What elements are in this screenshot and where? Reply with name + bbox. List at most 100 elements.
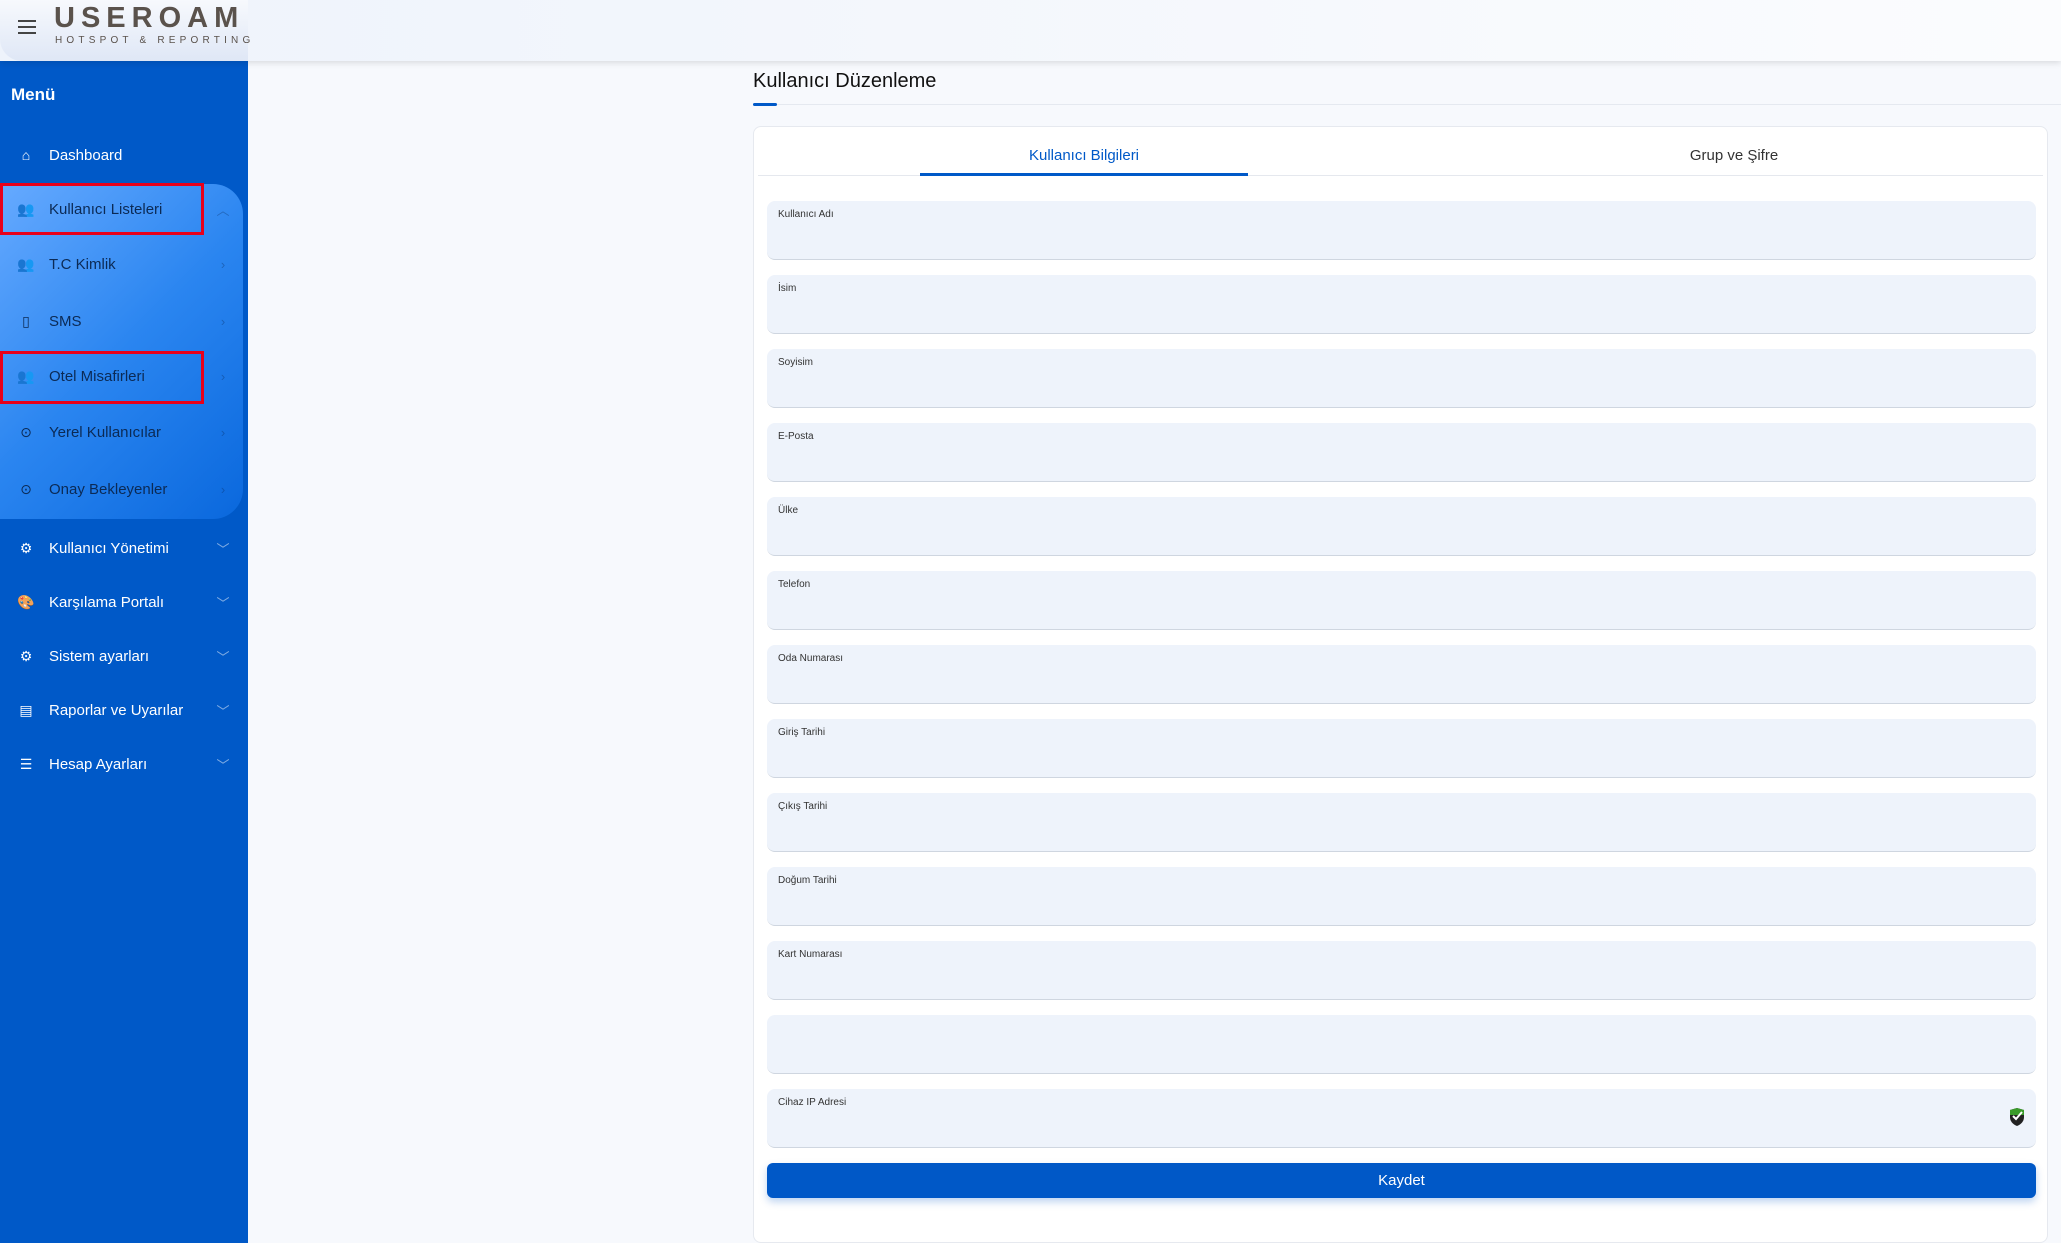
chevron-up-icon: ︿ [216,202,230,218]
title-accent [753,103,777,106]
field-input[interactable] [778,523,1978,547]
sidebar-item-label: Sistem ayarları [49,647,150,665]
chevron-down-icon: ﹀ [216,541,230,557]
chevron-right-icon: › [220,424,226,440]
field-label: Oda Numarası [778,653,844,664]
field-input[interactable] [778,375,1978,399]
form-field: Kullanıcı Adı [767,201,2036,260]
submenu-item-yerel-kullanicilar[interactable]: ⊙ Yerel Kullanıcılar › [0,412,240,452]
field-input[interactable] [778,1041,1978,1065]
divider [753,104,2061,105]
sidebar-item-label: Kullanıcı Listeleri [49,200,163,218]
verified-shield-icon [2010,1108,2024,1126]
network-icon: ☰ [19,755,33,772]
form-field: Doğum Tarihi [767,867,2036,926]
logo-subtitle: HOTSPOT & REPORTING [55,35,255,46]
form-field: Giriş Tarihi [767,719,2036,778]
users-icon: 👥 [17,200,35,217]
form-field: Kart Numarası [767,941,2036,1000]
sidebar-item-label: Dashboard [49,146,123,164]
field-label: Soyisim [778,357,814,368]
chevron-down-icon: ﹀ [216,757,230,773]
logo: USEROAM [54,2,245,34]
field-label: Cihaz IP Adresi [778,1097,847,1108]
submenu-item-otel-misafirleri[interactable]: 👥 Otel Misafirleri › [0,356,240,396]
form-field: İsim [767,275,2036,334]
form-field: Telefon [767,571,2036,630]
field-label: Kullanıcı Adı [778,209,834,220]
field-input[interactable] [778,449,1978,473]
field-input[interactable] [778,893,1978,917]
hamburger-menu-icon[interactable] [18,20,36,34]
submenu-item-sms[interactable]: ▯ SMS › [0,301,240,341]
sidebar-item-label: Otel Misafirleri [49,367,145,385]
sidebar-item-label: Yerel Kullanıcılar [49,423,162,441]
field-input[interactable] [778,301,1978,325]
field-input[interactable] [778,597,1978,621]
sidebar-item-label: Onay Bekleyenler [49,480,168,498]
sidebar-item-label: Raporlar ve Uyarılar [49,701,184,719]
form-field [767,1015,2036,1074]
chevron-right-icon: › [220,313,226,329]
sidebar-item-label: Kullanıcı Yönetimi [49,539,169,557]
save-button[interactable]: Kaydet [767,1163,2036,1198]
chevron-right-icon: › [220,368,226,384]
form-field: Çıkış Tarihi [767,793,2036,852]
field-input[interactable] [778,967,1978,991]
sidebar-item-label: Hesap Ayarları [49,755,148,773]
logo-area: USEROAM HOTSPOT & REPORTING [0,0,250,61]
field-label: Doğum Tarihi [778,875,837,886]
sidebar-item-karsilama-portali[interactable]: 🎨 Karşılama Portalı ﹀ [0,582,240,622]
chevron-down-icon: ﹀ [216,649,230,665]
sidebar-item-sistem-ayarlari[interactable]: ⚙ Sistem ayarları ﹀ [0,636,240,676]
chevron-right-icon: › [220,256,226,272]
report-icon: ▤ [19,701,33,718]
field-label: Ülke [778,505,799,516]
sidebar-item-label: T.C Kimlik [49,255,116,273]
field-input[interactable] [778,227,1978,251]
sidebar-item-raporlar[interactable]: ▤ Raporlar ve Uyarılar ﹀ [0,690,240,730]
users-icon: 👥 [17,367,35,384]
form-field: Oda Numarası [767,645,2036,704]
field-input[interactable] [778,819,1978,843]
field-label: E-Posta [778,431,814,442]
home-icon: ⌂ [21,147,31,163]
menu-title: Menü [11,85,56,104]
page-title: Kullanıcı Düzenleme [753,70,937,92]
dot-circle-icon: ⊙ [20,480,32,497]
sidebar-item-label: SMS [49,312,82,330]
users-icon: 👥 [17,255,35,272]
field-input[interactable] [778,745,1978,769]
sidebar-item-kullanici-yonetimi[interactable]: ⚙ Kullanıcı Yönetimi ﹀ [0,528,240,568]
sidebar-item-hesap-ayarlari[interactable]: ☰ Hesap Ayarları ﹀ [0,744,240,784]
chevron-right-icon: › [220,481,226,497]
form-field: Cihaz IP Adresi [767,1089,2036,1148]
field-label: Giriş Tarihi [778,727,826,738]
highlight-box [0,351,204,404]
field-label: Kart Numarası [778,949,843,960]
tab-kullanici-bilgileri[interactable]: Kullanıcı Bilgileri [920,131,1248,176]
tab-bar: Kullanıcı Bilgileri Grup ve Şifre [758,131,2043,176]
tab-grup-ve-sifre[interactable]: Grup ve Şifre [1689,147,1779,164]
chevron-down-icon: ﹀ [216,595,230,611]
submenu-item-tc-kimlik[interactable]: 👥 T.C Kimlik › [0,244,240,284]
field-input[interactable] [778,1115,1978,1139]
form-field: Ülke [767,497,2036,556]
gear-icon: ⚙ [19,539,33,556]
edit-user-card: Kullanıcı Bilgileri Grup ve Şifre Kullan… [753,126,2048,1243]
form-field: E-Posta [767,423,2036,482]
field-input[interactable] [778,671,1978,695]
sidebar-item-kullanici-listeleri[interactable]: 👥 Kullanıcı Listeleri ︿ [0,189,240,229]
field-label: İsim [778,283,797,294]
highlight-box [0,183,204,235]
field-label: Telefon [778,579,811,590]
palette-icon: 🎨 [17,593,35,610]
field-label: Çıkış Tarihi [778,801,828,812]
top-header: USEROAM HOTSPOT & REPORTING [0,0,2061,61]
phone-icon: ▯ [22,312,30,329]
chevron-down-icon: ﹀ [216,703,230,719]
sidebar-item-dashboard[interactable]: ⌂ Dashboard [0,135,240,175]
submenu-item-onay-bekleyenler[interactable]: ⊙ Onay Bekleyenler › [0,469,240,509]
sidebar: Menü ⌂ Dashboard 👥 Kullanıcı Listeleri ︿ 👥 T… [0,61,248,1243]
sidebar-item-label: Karşılama Portalı [49,593,165,611]
